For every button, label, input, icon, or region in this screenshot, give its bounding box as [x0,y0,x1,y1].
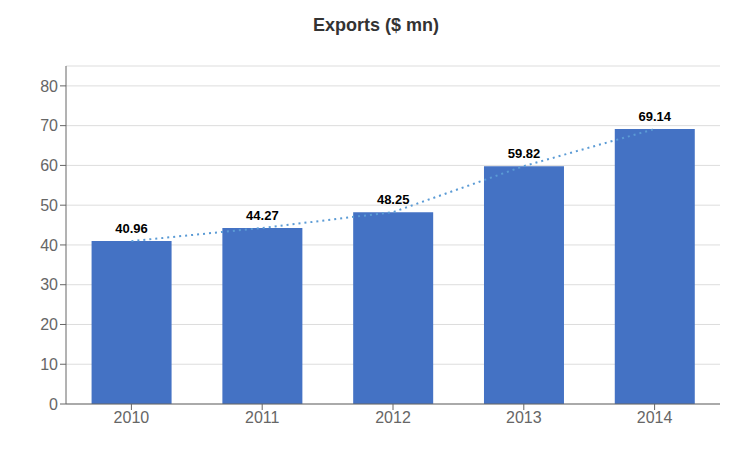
svg-text:44.27: 44.27 [246,208,279,223]
svg-text:2012: 2012 [375,409,411,426]
svg-text:2010: 2010 [114,409,150,426]
svg-text:40.96: 40.96 [115,221,148,236]
svg-text:30: 30 [40,276,58,293]
svg-text:40: 40 [40,237,58,254]
svg-text:70: 70 [40,117,58,134]
svg-text:80: 80 [40,78,58,95]
svg-text:2014: 2014 [637,409,673,426]
svg-text:50: 50 [40,197,58,214]
html-text:Exports ($ mn): Exports ($ mn) [313,15,439,35]
svg-text:48.25: 48.25 [377,192,410,207]
svg-text:2013: 2013 [506,409,542,426]
svg-text:10: 10 [40,356,58,373]
svg-text:20: 20 [40,316,58,333]
svg-text:69.14: 69.14 [639,109,672,124]
svg-text:0: 0 [49,396,58,413]
svg-text:60: 60 [40,157,58,174]
svg-text:59.82: 59.82 [508,146,541,161]
svg-text:2011: 2011 [245,409,280,426]
